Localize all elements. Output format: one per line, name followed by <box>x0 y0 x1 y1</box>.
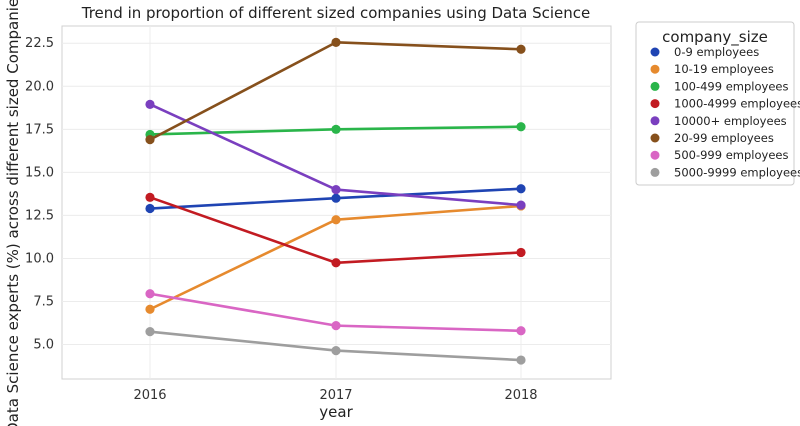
series-20-99-employees <box>145 37 526 145</box>
y-tick-label: 15.0 <box>25 165 54 180</box>
y-tick-label: 10.0 <box>25 251 54 266</box>
legend-item: 0-9 employees <box>650 45 759 59</box>
legend-item: 100-499 employees <box>650 79 788 93</box>
data-point <box>516 355 526 365</box>
legend-label: 10000+ employees <box>674 114 787 128</box>
y-tick-label: 22.5 <box>25 36 54 51</box>
chart-title: Trend in proportion of different sized c… <box>81 4 591 22</box>
data-point <box>331 184 341 195</box>
legend-marker <box>650 133 660 143</box>
legend-label: 500-999 employees <box>674 148 788 162</box>
y-tick-label: 5.0 <box>33 338 54 353</box>
data-point <box>145 203 155 214</box>
legend-item: 1000-4999 employees <box>650 97 800 111</box>
legend-items: 0-9 employees 10-19 employees 100-499 empl… <box>650 45 800 179</box>
y-tick-label: 7.5 <box>33 295 54 310</box>
legend-item: 10-19 employees <box>650 62 774 76</box>
data-point <box>145 192 155 202</box>
legend-box <box>635 21 795 186</box>
data-point <box>331 321 341 331</box>
data-point <box>516 326 526 336</box>
legend-label: 100-499 employees <box>674 79 788 93</box>
data-point <box>516 122 526 132</box>
legend-marker <box>650 64 660 74</box>
data-point <box>145 327 155 337</box>
y-axis-ticks: 5.0 7.5 10.0 12.5 15.0 17.5 20.0 22.5 <box>25 36 54 352</box>
data-point <box>516 247 526 258</box>
x-tick-label: 2018 <box>504 388 537 403</box>
series-5000-9999-employees <box>145 327 526 365</box>
series-500-999-employees <box>145 289 526 336</box>
legend-label: 1000-4999 employees <box>674 97 800 111</box>
legend-label: 10-19 employees <box>674 62 774 76</box>
y-tick-label: 20.0 <box>25 79 54 94</box>
legend-marker <box>650 116 660 126</box>
x-axis-ticks: 2016 2017 2018 <box>133 388 537 403</box>
data-point <box>331 345 341 356</box>
legend: company_size 0-9 employees 10-19 employee… <box>635 21 800 186</box>
data-point <box>145 99 155 109</box>
data-point <box>516 184 526 194</box>
legend-item: 5000-9999 employees <box>650 165 800 179</box>
data-point <box>516 200 526 210</box>
data-point <box>331 37 341 47</box>
data-point <box>331 258 341 268</box>
legend-marker <box>650 99 660 109</box>
legend-label: 20-99 employees <box>674 131 774 145</box>
y-tick-label: 12.5 <box>25 208 54 223</box>
legend-marker <box>650 81 660 91</box>
data-point <box>331 193 341 203</box>
x-axis-title: year <box>319 403 353 421</box>
series-10000-employees <box>145 99 526 210</box>
data-point <box>145 304 155 314</box>
series-1000-4999-employees <box>145 192 526 268</box>
legend-title: company_size <box>662 28 768 47</box>
legend-marker <box>650 47 660 57</box>
legend-label: 0-9 employees <box>674 45 759 59</box>
legend-marker <box>650 150 660 160</box>
x-tick-label: 2017 <box>319 388 352 403</box>
x-tick-label: 2016 <box>133 388 166 403</box>
legend-item: 10000+ employees <box>650 114 787 128</box>
data-point <box>145 289 155 299</box>
y-tick-label: 17.5 <box>25 122 54 137</box>
data-point <box>516 44 526 54</box>
legend-item: 500-999 employees <box>650 148 788 162</box>
data-point <box>145 135 155 145</box>
series-layer <box>145 37 526 365</box>
legend-item: 20-99 employees <box>650 131 774 145</box>
series-0-9-employees <box>145 184 526 214</box>
legend-label: 5000-9999 employees <box>674 165 800 179</box>
data-point <box>331 215 341 225</box>
data-point <box>331 124 341 134</box>
legend-marker <box>650 167 660 177</box>
y-axis-title: Data Science experts (%) across differen… <box>4 0 22 426</box>
